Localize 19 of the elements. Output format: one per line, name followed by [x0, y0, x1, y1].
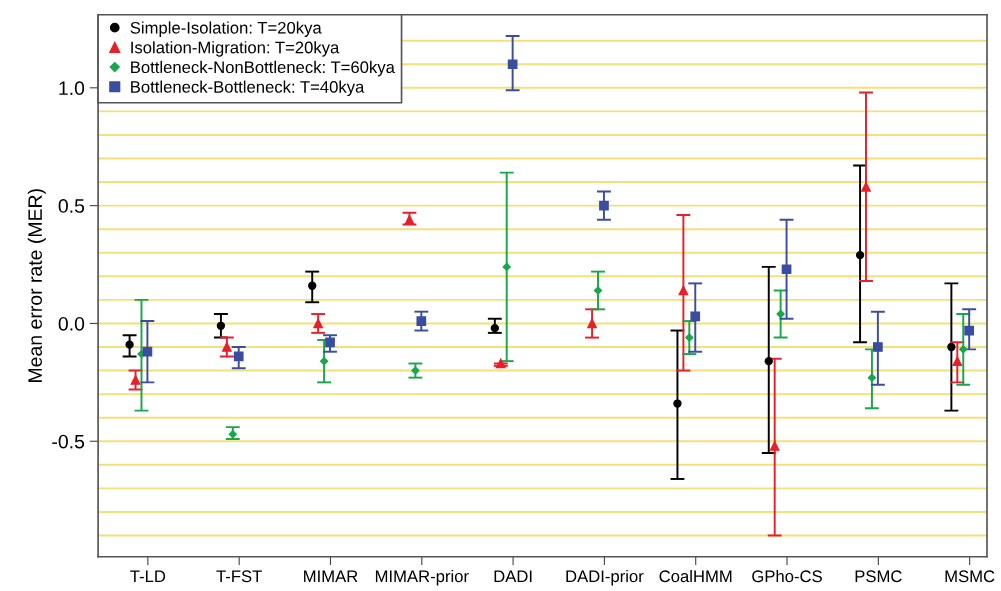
x-tick-label: CoalHMM	[659, 569, 732, 583]
x-tick-label: PSMC	[855, 570, 902, 583]
y-tick-label: 0.0	[58, 316, 85, 331]
y-tick-label: -0.5	[52, 434, 85, 449]
legend-label: Bottleneck-Bottleneck: T=40kya	[131, 80, 365, 97]
y-tick-label: 0.5	[58, 199, 85, 213]
legend-label: Bottleneck-NonBottleneck: T=60kya	[131, 60, 395, 77]
x-tick-label: MIMAR	[304, 570, 358, 582]
x-tick-label: MSMC	[945, 570, 995, 583]
x-tick-label: DADI-prior	[566, 569, 644, 586]
x-tick-label: MIMAR-prior	[375, 569, 469, 586]
y-axis-title: Mean error rate (MER)	[27, 189, 46, 382]
legend-label: Isolation-Migration: T=20kya	[131, 41, 340, 57]
x-tick-label: DADI	[494, 570, 532, 582]
x-tick-label: T-FST	[216, 570, 262, 583]
y-tick-label: 1.0	[59, 81, 85, 96]
x-tick-label: T-LD	[130, 570, 166, 582]
legend-label: Simple-Isolation: T=20kya	[130, 21, 322, 37]
x-tick-label: GPho-CS	[752, 569, 822, 583]
